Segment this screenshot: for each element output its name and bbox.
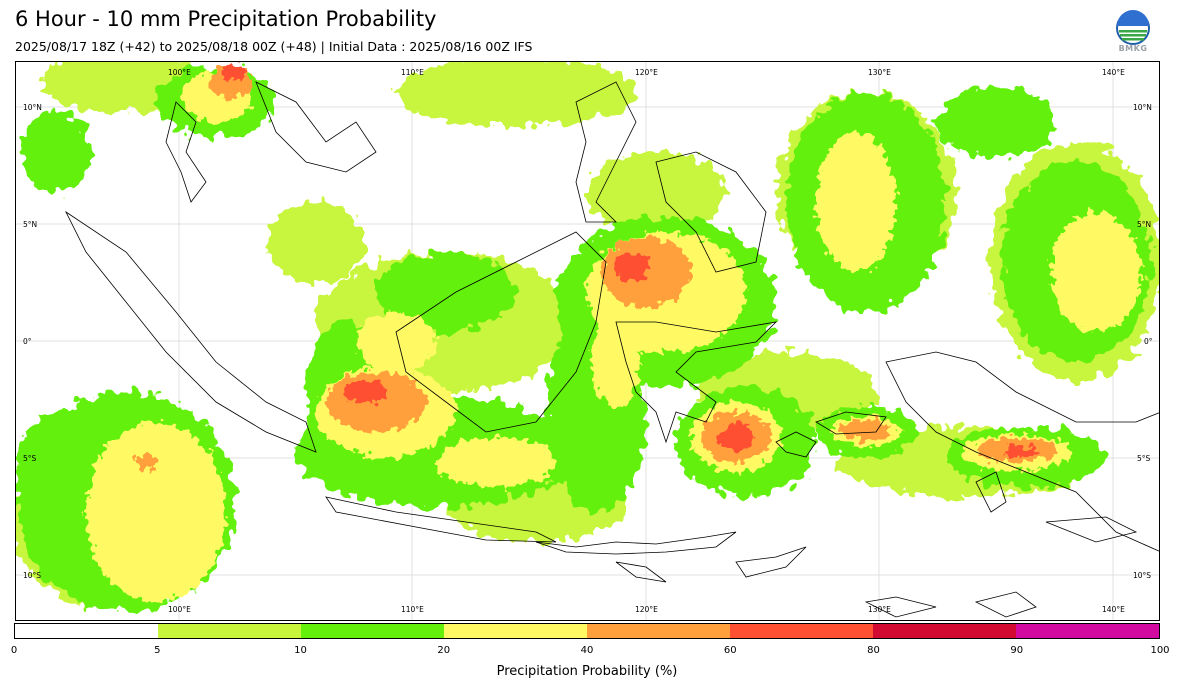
lon-label-bottom: 110°E — [401, 605, 424, 614]
colorbar-segment — [15, 624, 158, 638]
colorbar-title: Precipitation Probability (%) — [496, 664, 678, 679]
colorbar-segment — [158, 624, 301, 638]
colorbar-segment — [730, 624, 873, 638]
lat-label-left: 10°N — [23, 103, 42, 112]
lon-label-bottom: 140°E — [1102, 605, 1125, 614]
lat-label-right: 10°S — [1133, 571, 1152, 580]
colorbar-tick-label: 0 — [10, 645, 18, 656]
chart-subtitle: 2025/08/17 18Z (+42) to 2025/08/18 00Z (… — [15, 39, 533, 54]
colorbar-segment — [873, 624, 1016, 638]
lon-label-top: 140°E — [1102, 68, 1125, 77]
lat-label-left: 10°S — [23, 571, 42, 580]
lon-label-top: 100°E — [168, 68, 191, 77]
colorbar-tick-label: 90 — [1010, 645, 1024, 656]
chart-title: 6 Hour - 10 mm Precipitation Probability — [15, 7, 437, 31]
precipitation-map: 100°E 110°E 120°E 130°E 140°E 100°E 110°… — [15, 61, 1160, 621]
lat-label-left: 5°S — [23, 454, 37, 463]
probability-60-80-layer — [222, 64, 1039, 458]
lat-label-right: 5°N — [1137, 220, 1152, 229]
colorbar-tick-label: 20 — [437, 645, 451, 656]
map-canvas — [16, 62, 1159, 620]
lon-label-top: 130°E — [868, 68, 891, 77]
colorbar-tick-label: 80 — [867, 645, 880, 656]
lat-label-right: 5°S — [1137, 454, 1151, 463]
colorbar-segment — [1016, 624, 1159, 638]
colorbar-segment — [301, 624, 444, 638]
colorbar-segment — [587, 624, 730, 638]
lon-label-bottom: 130°E — [868, 605, 891, 614]
lon-label-bottom: 120°E — [635, 605, 658, 614]
colorbar — [14, 623, 1160, 639]
colorbar-tick-label: 40 — [580, 645, 594, 656]
colorbar-tick-label: 60 — [723, 645, 737, 656]
bmkg-logo-icon — [1116, 10, 1150, 45]
lat-label-left: 5°N — [23, 220, 38, 229]
lon-label-top: 120°E — [635, 68, 658, 77]
logo-text: BMKG — [1118, 44, 1148, 53]
colorbar-segment — [444, 624, 587, 638]
colorbar-tick-label: 10 — [294, 645, 307, 656]
lon-label-bottom: 100°E — [168, 605, 191, 614]
coastlines — [64, 81, 1159, 618]
lon-label-top: 110°E — [401, 68, 424, 77]
lat-label-right: 10°N — [1133, 103, 1152, 112]
colorbar-tick-label: 100 — [1150, 645, 1170, 656]
lat-label-left: 0° — [23, 337, 32, 346]
lat-label-right: 0° — [1144, 337, 1153, 346]
colorbar-tick-label: 5 — [154, 645, 161, 656]
